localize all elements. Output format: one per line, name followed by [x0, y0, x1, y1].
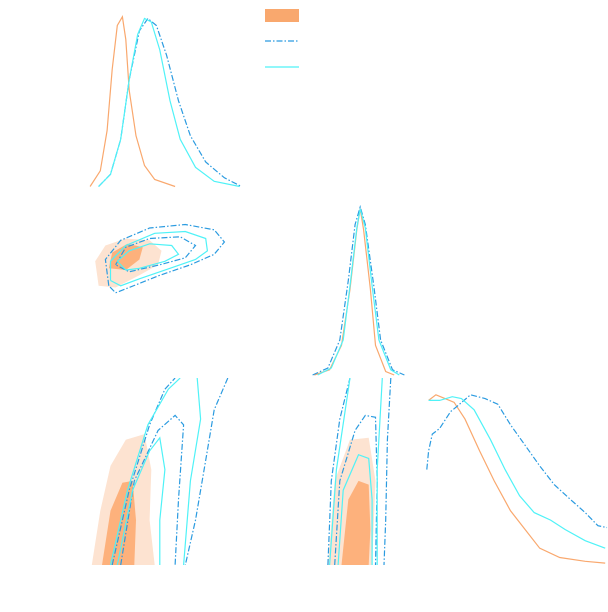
- contour-line: [104, 223, 226, 294]
- marginal-density: [98, 17, 240, 188]
- marginal-density: [312, 204, 405, 376]
- contour-line: [116, 243, 180, 271]
- contour-line: [111, 378, 229, 565]
- contour-line: [115, 236, 197, 273]
- contour-line: [327, 378, 392, 565]
- contour-line: [120, 414, 185, 565]
- contour-fill: [108, 243, 143, 270]
- contour-line: [116, 436, 166, 565]
- contour-line: [109, 230, 209, 287]
- contour-fill: [341, 480, 371, 565]
- line-layer: [89, 15, 608, 565]
- marginal-density: [89, 15, 176, 188]
- marginal-density: [426, 394, 608, 529]
- contour-fill: [102, 480, 136, 565]
- contour-line: [337, 453, 373, 565]
- marginal-density: [428, 396, 606, 549]
- legend-swatch: [265, 9, 299, 22]
- marginal-density: [317, 208, 400, 376]
- contour-line: [109, 378, 202, 565]
- marginal-density: [98, 17, 242, 188]
- legend: [265, 9, 299, 68]
- contour-line: [329, 378, 383, 565]
- contour-line: [334, 414, 378, 565]
- marginal-density: [428, 394, 606, 564]
